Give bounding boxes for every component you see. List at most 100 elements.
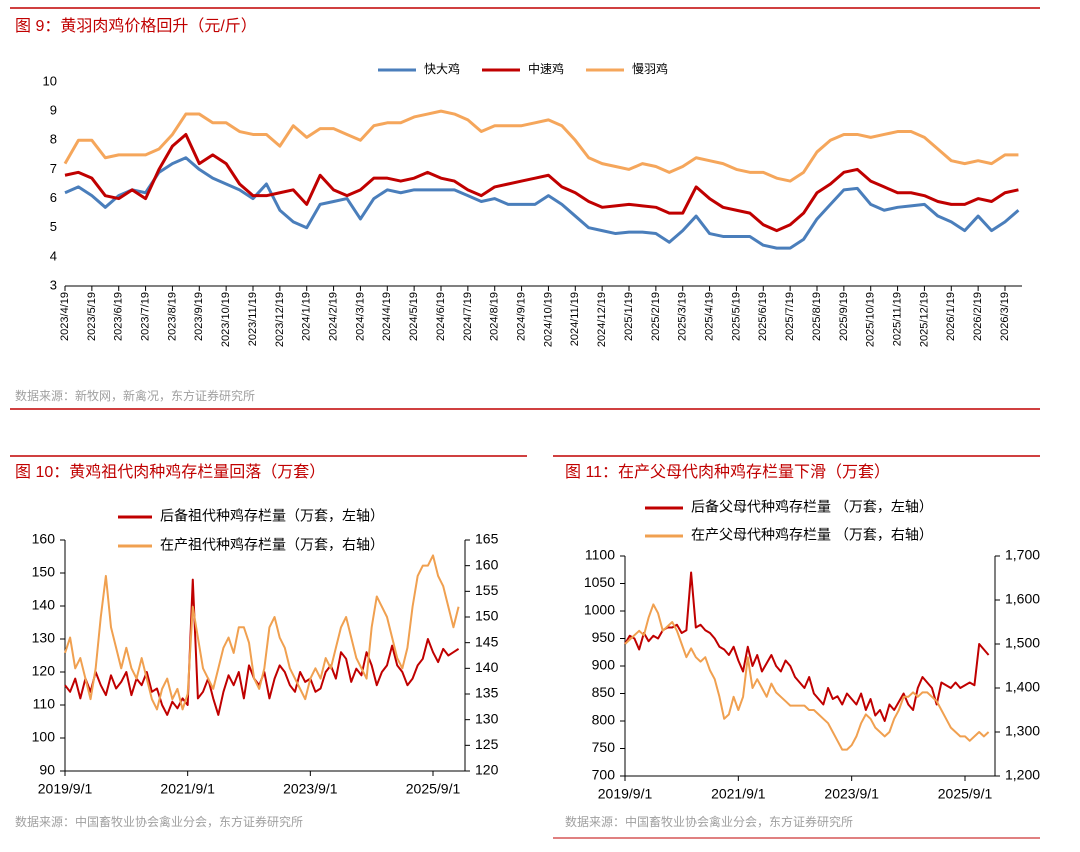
y-tick-label: 6 [50,190,57,205]
y-tick-label: 850 [592,684,616,700]
x-tick-label: 2023/7/19 [139,292,151,341]
y-tick-label: 10 [43,73,57,88]
legend-label: 后备父母代种鸡存栏量 （万套，左轴） [691,499,933,515]
y2-tick-label: 140 [475,659,499,675]
source: 数据来源：中国畜牧业协会禽业分会，东方证券研究所 [565,814,853,829]
x-tick-label: 2024/7/19 [462,292,474,341]
legend-label: 中速鸡 [528,61,564,76]
series-line [64,554,460,711]
x-tick-label: 2026/1/19 [945,292,957,341]
y2-tick-label: 145 [475,633,499,649]
x-tick-label: 2023/12/19 [274,292,286,347]
series-line [64,578,460,716]
y-tick-label: 950 [592,629,616,645]
y2-tick-label: 155 [475,582,499,598]
y2-tick-label: 150 [475,608,499,624]
y2-tick-label: 1,600 [1005,591,1040,607]
x-tick-label: 2019/9/1 [598,786,653,802]
x-tick-label: 2024/8/19 [489,292,501,341]
y-tick-label: 750 [592,739,616,755]
legend-label: 后备祖代种鸡存栏量（万套，左轴） [160,508,384,524]
y-tick-label: 1000 [584,602,615,618]
x-tick-label: 2023/11/19 [247,292,259,346]
x-tick-label: 2025/9/19 [838,292,850,341]
y-tick-label: 120 [32,663,56,679]
x-tick-label: 2025/11/19 [891,292,903,346]
y-tick-label: 90 [39,762,55,778]
x-tick-label: 2023/4/19 [59,292,71,341]
chart-title: 图 11：在产父母代肉种鸡存栏量下滑（万套） [565,463,890,481]
x-tick-label: 2024/11/19 [569,292,581,346]
x-tick-label: 2021/9/1 [160,781,215,797]
x-tick-label: 2024/1/19 [301,292,313,341]
x-tick-label: 2025/5/19 [730,292,742,341]
x-tick-label: 2024/6/19 [435,292,447,341]
legend-label: 在产祖代种鸡存栏量（万套，右轴） [160,537,384,553]
y2-tick-label: 120 [475,762,499,778]
x-tick-label: 2019/9/1 [38,781,93,797]
x-tick-label: 2023/5/19 [86,292,98,341]
x-tick-label: 2024/5/19 [408,292,420,341]
x-tick-label: 2026/2/19 [972,292,984,341]
series-line [64,132,1019,233]
y-tick-label: 1050 [584,574,615,590]
y2-tick-label: 1,700 [1005,547,1040,563]
y2-tick-label: 1,500 [1005,635,1040,651]
x-tick-label: 2025/3/19 [677,292,689,341]
y-tick-label: 1100 [585,547,615,563]
x-tick-label: 2025/9/1 [938,786,993,802]
x-tick-label: 2023/9/1 [283,781,338,797]
y2-tick-label: 165 [475,531,499,547]
x-tick-label: 2023/6/19 [113,292,125,341]
x-tick-label: 2024/10/19 [542,292,554,347]
legend-label: 在产父母代种鸡存栏量 （万套，右轴） [691,527,933,543]
y-tick-label: 100 [32,729,56,745]
x-tick-label: 2025/7/19 [784,292,796,341]
y2-tick-label: 125 [475,736,499,752]
y-tick-label: 3 [50,277,57,292]
y-tick-label: 160 [32,531,56,547]
x-tick-label: 2025/10/19 [865,292,877,347]
y-tick-label: 5 [50,219,57,234]
y2-tick-label: 1,200 [1005,767,1040,783]
x-tick-label: 2023/8/19 [166,292,178,341]
y2-tick-label: 135 [475,685,499,701]
x-tick-label: 2023/10/19 [220,292,232,347]
x-tick-label: 2023/9/19 [193,292,205,341]
legend-label: 慢羽鸡 [632,61,668,76]
y2-tick-label: 1,400 [1005,679,1040,695]
y-tick-label: 800 [592,712,616,728]
x-tick-label: 2024/9/19 [515,292,527,341]
x-tick-label: 2025/1/19 [623,292,635,341]
y-tick-label: 150 [32,564,56,580]
source: 数据来源：新牧网，新禽况，东方证券研究所 [15,388,255,403]
series-line [624,571,990,722]
x-tick-label: 2026/3/19 [999,292,1011,341]
x-tick-label: 2023/9/1 [824,786,879,802]
chart-title: 图 9：黄羽肉鸡价格回升（元/斤） [15,17,257,35]
x-tick-label: 2024/2/19 [327,292,339,341]
legend-label: 快大鸡 [424,61,460,76]
source: 数据来源：中国畜牧业协会禽业分会，东方证券研究所 [15,814,303,829]
x-tick-label: 2025/2/19 [650,292,662,341]
x-tick-label: 2021/9/1 [711,786,766,802]
chart-title: 图 10：黄鸡祖代肉种鸡存栏量回落（万套） [15,463,325,481]
series-line [624,603,990,751]
x-tick-label: 2024/12/19 [596,292,608,347]
x-tick-label: 2024/4/19 [381,292,393,341]
x-tick-label: 2025/12/19 [918,292,930,347]
y-tick-label: 700 [592,767,616,783]
y-tick-label: 140 [32,597,56,613]
y-tick-label: 4 [50,248,57,263]
y2-tick-label: 1,300 [1005,723,1040,739]
x-tick-label: 2024/3/19 [354,292,366,341]
y-tick-label: 9 [50,103,57,118]
y-tick-label: 130 [32,630,56,646]
y-tick-label: 8 [50,132,57,147]
series-line [64,156,1020,250]
y2-tick-label: 130 [475,710,499,726]
x-tick-label: 2025/8/19 [811,292,823,341]
y-tick-label: 7 [50,161,57,176]
series-line [63,109,1019,183]
